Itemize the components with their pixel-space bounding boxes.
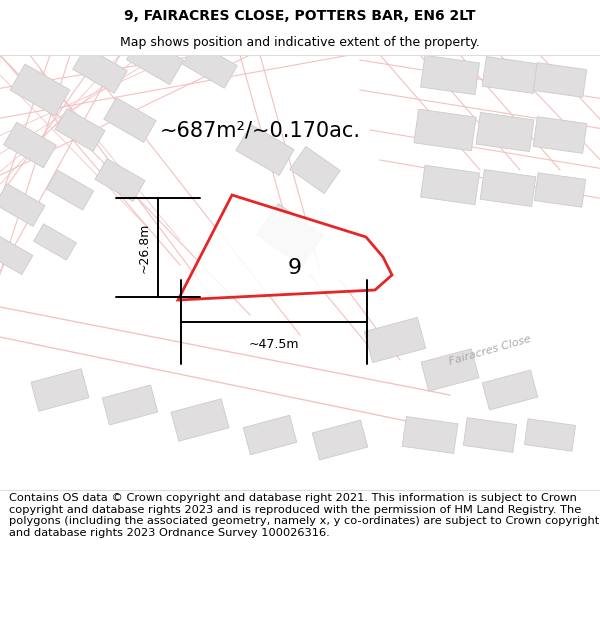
Text: Contains OS data © Crown copyright and database right 2021. This information is : Contains OS data © Crown copyright and d… — [9, 493, 599, 538]
Polygon shape — [482, 370, 538, 410]
Polygon shape — [290, 146, 340, 194]
Polygon shape — [243, 415, 297, 455]
Polygon shape — [127, 36, 184, 84]
Text: ~47.5m: ~47.5m — [249, 338, 299, 351]
Polygon shape — [34, 224, 76, 260]
Polygon shape — [183, 42, 237, 88]
Polygon shape — [10, 64, 70, 116]
Polygon shape — [0, 236, 33, 274]
Text: Fairacres Close: Fairacres Close — [448, 334, 532, 366]
Text: ~26.8m: ~26.8m — [137, 222, 151, 272]
Polygon shape — [95, 159, 145, 201]
Text: ~687m²/~0.170ac.: ~687m²/~0.170ac. — [160, 120, 361, 140]
Polygon shape — [480, 169, 536, 206]
Polygon shape — [524, 419, 575, 451]
Polygon shape — [414, 109, 476, 151]
Polygon shape — [178, 195, 392, 300]
Polygon shape — [46, 170, 94, 210]
Polygon shape — [4, 122, 56, 168]
Polygon shape — [257, 204, 323, 266]
Polygon shape — [421, 166, 479, 204]
Polygon shape — [421, 56, 479, 94]
Polygon shape — [236, 124, 294, 176]
Text: Map shows position and indicative extent of the property.: Map shows position and indicative extent… — [120, 36, 480, 49]
Polygon shape — [364, 318, 426, 362]
Polygon shape — [312, 420, 368, 460]
Polygon shape — [482, 56, 538, 94]
Polygon shape — [104, 98, 156, 142]
Text: 9: 9 — [288, 258, 302, 278]
Polygon shape — [55, 109, 105, 151]
Text: 9, FAIRACRES CLOSE, POTTERS BAR, EN6 2LT: 9, FAIRACRES CLOSE, POTTERS BAR, EN6 2LT — [124, 9, 476, 24]
Polygon shape — [533, 117, 587, 153]
Polygon shape — [533, 62, 587, 98]
Polygon shape — [171, 399, 229, 441]
Polygon shape — [102, 385, 158, 425]
Polygon shape — [402, 416, 458, 454]
Polygon shape — [0, 184, 45, 226]
Polygon shape — [476, 112, 534, 152]
Polygon shape — [31, 369, 89, 411]
Polygon shape — [421, 349, 479, 391]
Polygon shape — [463, 418, 517, 452]
Polygon shape — [73, 47, 127, 93]
Polygon shape — [534, 173, 586, 208]
